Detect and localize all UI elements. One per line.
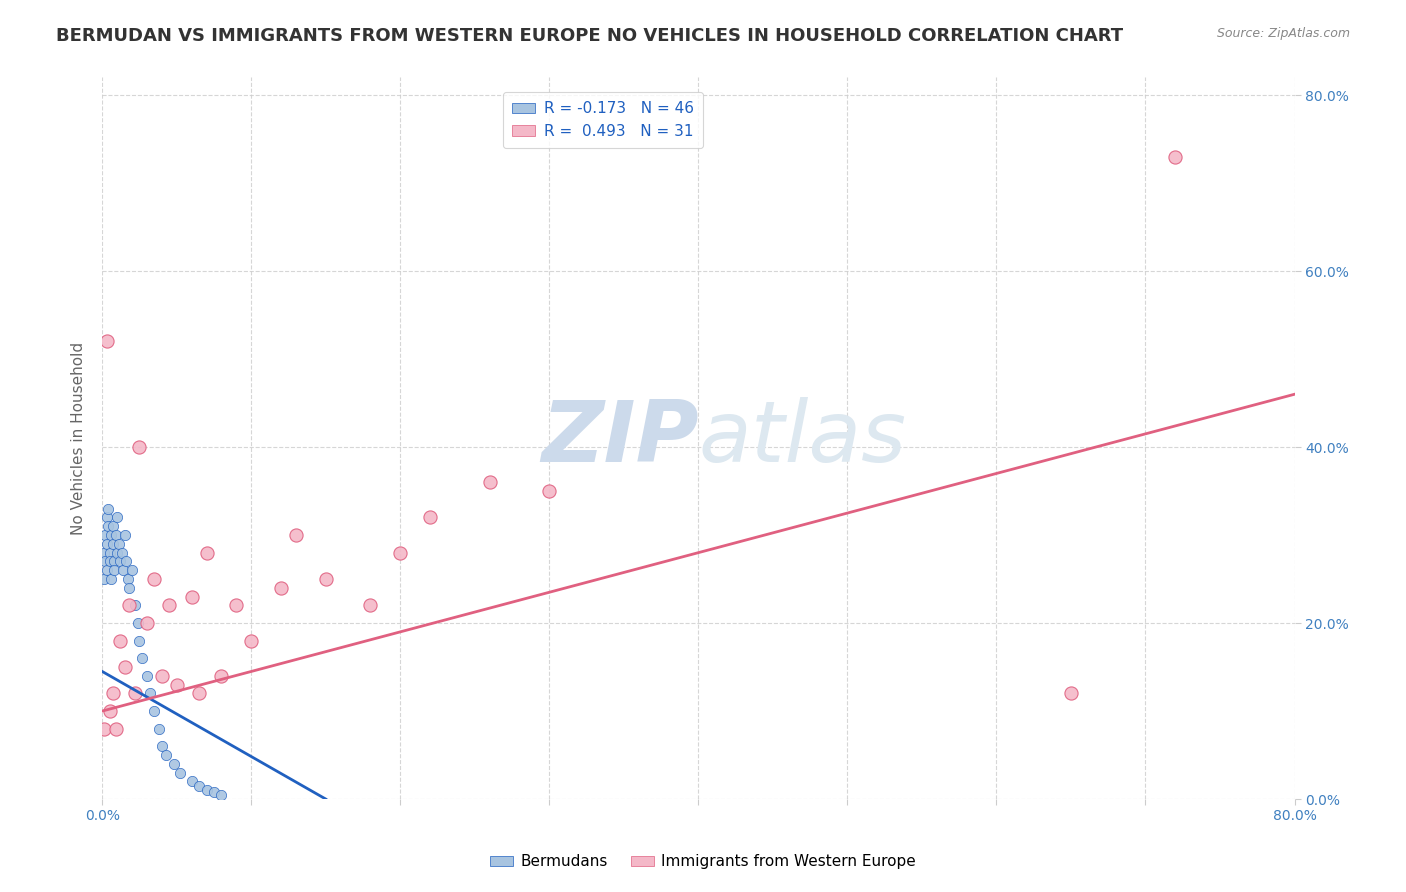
Point	[143, 704, 166, 718]
Point	[195, 546, 218, 560]
Legend: Bermudans, Immigrants from Western Europe: Bermudans, Immigrants from Western Europ…	[484, 848, 922, 875]
Point	[98, 546, 121, 560]
Point	[124, 686, 146, 700]
Point	[188, 686, 211, 700]
Point	[124, 599, 146, 613]
Point	[112, 563, 135, 577]
Point	[118, 599, 141, 613]
Point	[114, 660, 136, 674]
Point	[117, 572, 139, 586]
Point	[103, 554, 125, 568]
Point	[105, 546, 128, 560]
Point	[195, 783, 218, 797]
Point	[94, 554, 117, 568]
Point	[143, 572, 166, 586]
Point	[1060, 686, 1083, 700]
Point	[225, 599, 247, 613]
Point	[150, 669, 173, 683]
Point	[169, 765, 191, 780]
Point	[94, 528, 117, 542]
Y-axis label: No Vehicles in Household: No Vehicles in Household	[72, 342, 86, 535]
Point	[108, 633, 131, 648]
Point	[97, 501, 120, 516]
Point	[157, 599, 180, 613]
Point	[110, 546, 132, 560]
Point	[98, 554, 121, 568]
Text: Source: ZipAtlas.com: Source: ZipAtlas.com	[1216, 27, 1350, 40]
Point	[166, 678, 188, 692]
Point	[96, 510, 118, 524]
Point	[108, 554, 131, 568]
Point	[98, 704, 121, 718]
Point	[180, 774, 202, 789]
Point	[148, 722, 170, 736]
Point	[1164, 150, 1187, 164]
Point	[103, 563, 125, 577]
Point	[100, 572, 122, 586]
Point	[93, 572, 115, 586]
Point	[121, 563, 143, 577]
Point	[100, 528, 122, 542]
Point	[131, 651, 153, 665]
Text: atlas: atlas	[699, 397, 907, 480]
Point	[97, 519, 120, 533]
Point	[285, 528, 308, 542]
Text: ZIP: ZIP	[541, 397, 699, 480]
Point	[315, 572, 337, 586]
Point	[419, 510, 441, 524]
Point	[128, 633, 150, 648]
Point	[118, 581, 141, 595]
Point	[139, 686, 162, 700]
Point	[101, 519, 124, 533]
Point	[96, 563, 118, 577]
Point	[209, 788, 232, 802]
Point	[115, 554, 138, 568]
Text: BERMUDAN VS IMMIGRANTS FROM WESTERN EUROPE NO VEHICLES IN HOUSEHOLD CORRELATION : BERMUDAN VS IMMIGRANTS FROM WESTERN EURO…	[56, 27, 1123, 45]
Point	[101, 537, 124, 551]
Point	[104, 528, 127, 542]
Point	[135, 615, 157, 630]
Point	[114, 528, 136, 542]
Point	[155, 747, 177, 762]
Point	[478, 475, 501, 490]
Point	[180, 590, 202, 604]
Point	[270, 581, 292, 595]
Point	[150, 739, 173, 754]
Point	[96, 537, 118, 551]
Point	[128, 440, 150, 454]
Point	[93, 722, 115, 736]
Point	[135, 669, 157, 683]
Point	[101, 686, 124, 700]
Point	[538, 484, 561, 499]
Point	[96, 334, 118, 349]
Point	[360, 599, 382, 613]
Point	[105, 510, 128, 524]
Point	[389, 546, 412, 560]
Point	[127, 615, 149, 630]
Point	[93, 546, 115, 560]
Point	[104, 722, 127, 736]
Point	[163, 756, 186, 771]
Point	[107, 537, 129, 551]
Point	[209, 669, 232, 683]
Point	[240, 633, 263, 648]
Point	[202, 785, 225, 799]
Point	[188, 779, 211, 793]
Legend: R = -0.173   N = 46, R =  0.493   N = 31: R = -0.173 N = 46, R = 0.493 N = 31	[503, 92, 703, 148]
